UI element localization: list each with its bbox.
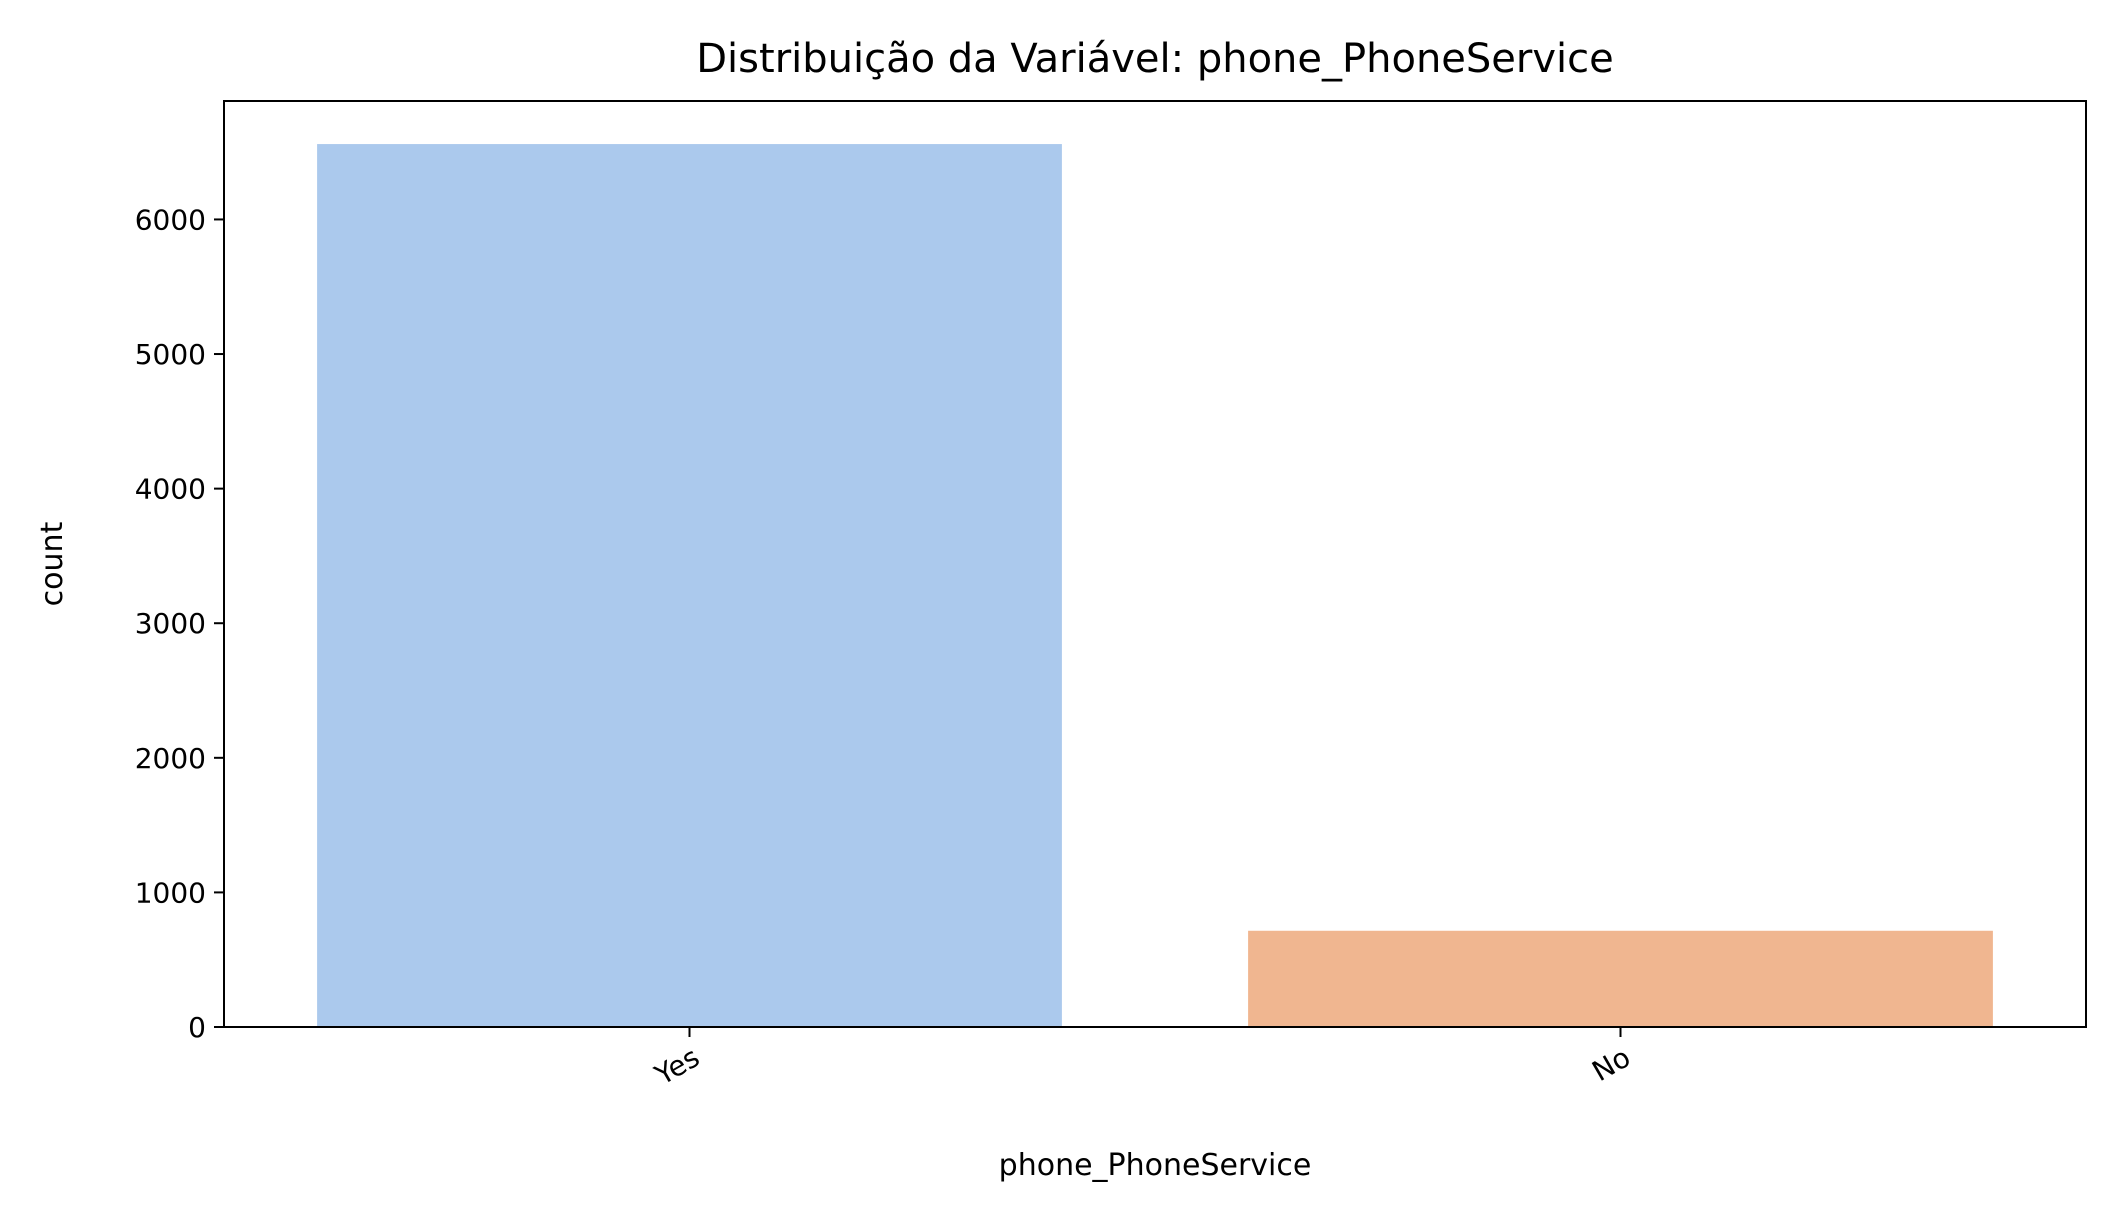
plot-frame (223, 100, 2087, 1028)
y-tick-label: 5000 (135, 338, 206, 371)
y-tick-label: 3000 (135, 607, 206, 640)
x-tick-label: Yes (648, 1040, 705, 1092)
y-tick-label: 1000 (135, 876, 206, 909)
chart-title: Distribuição da Variável: phone_PhoneSer… (696, 36, 1614, 82)
bar-yes (317, 144, 1062, 1027)
y-tick-label: 4000 (135, 473, 206, 506)
bars-group (317, 144, 1993, 1027)
y-axis-label: count (35, 521, 70, 606)
x-axis: Yes No (648, 1027, 1636, 1092)
y-tick-label: 0 (188, 1011, 206, 1044)
x-axis-label: phone_PhoneService (999, 1148, 1312, 1183)
y-tick-label: 2000 (135, 742, 206, 775)
bar-no (1248, 930, 1993, 1027)
y-axis: 0 1000 2000 3000 4000 5000 6000 (135, 203, 224, 1044)
y-tick-label: 6000 (135, 203, 206, 236)
x-tick-label: No (1587, 1040, 1636, 1088)
